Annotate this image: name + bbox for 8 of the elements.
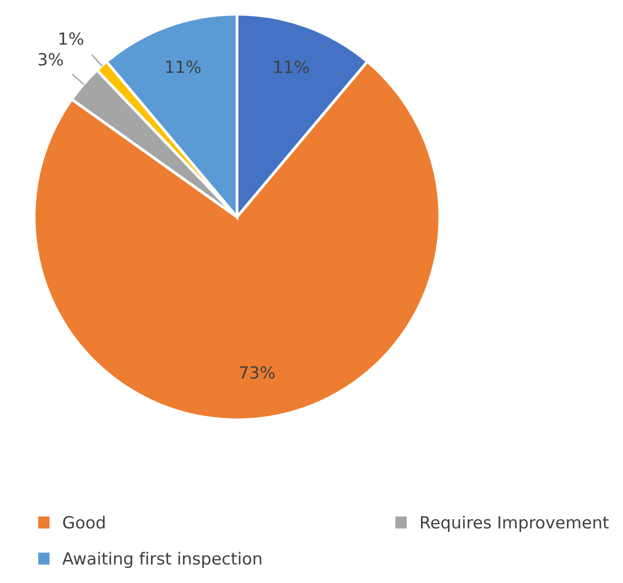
- legend-label: Requires Improvement: [420, 516, 609, 532]
- data-label: 3%: [38, 53, 63, 66]
- data-label: 11%: [274, 60, 309, 74]
- legend-label: Good: [63, 516, 105, 529]
- data-label: 1%: [60, 32, 84, 45]
- data-label: 73%: [240, 366, 275, 379]
- legend-label: Awaiting first inspection: [62, 552, 262, 568]
- data-label: 11%: [166, 60, 200, 74]
